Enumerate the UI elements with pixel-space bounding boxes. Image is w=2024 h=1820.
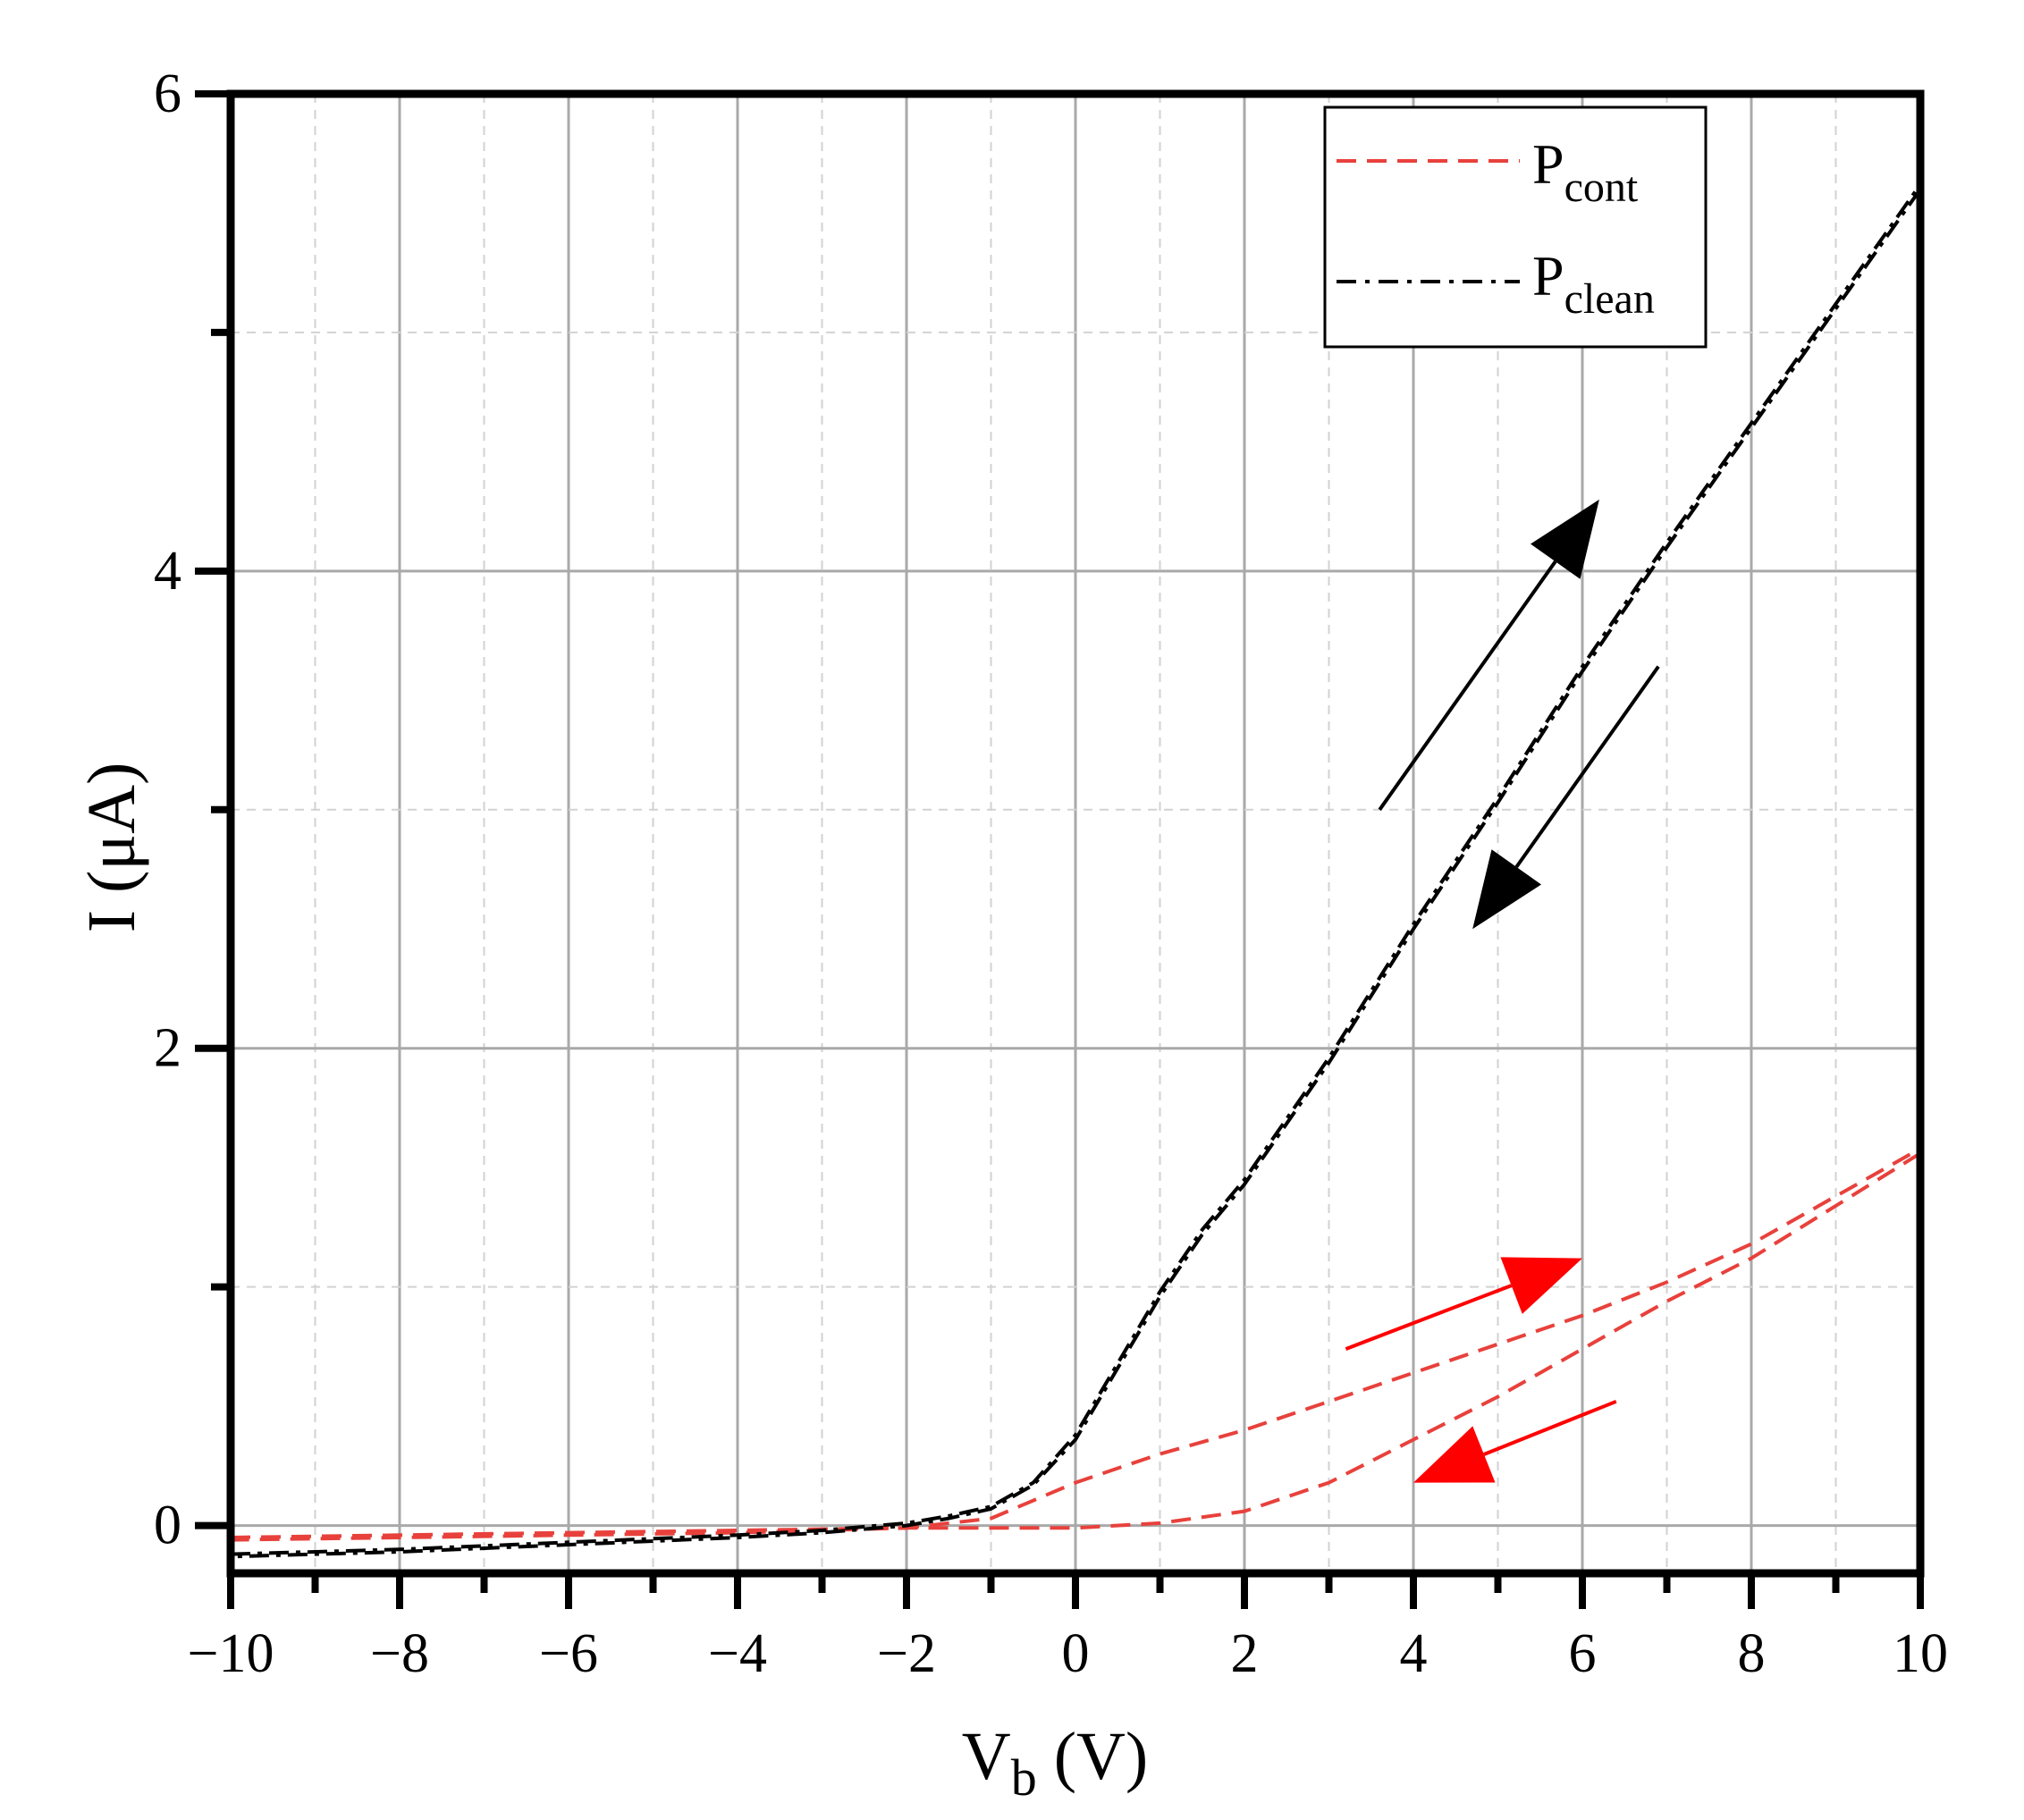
arrow-shaft-3 <box>1483 1399 1617 1456</box>
x-tick-label: −8 <box>370 1623 429 1684</box>
x-tick-label: 10 <box>1893 1623 1948 1684</box>
arrow-head-1 <box>1472 849 1542 930</box>
x-tick-label: −4 <box>708 1623 767 1684</box>
series-line-2 <box>230 183 1922 1556</box>
arrow-head-3 <box>1413 1426 1496 1483</box>
x-tick-label: −2 <box>877 1623 936 1684</box>
x-tick-label: 6 <box>1569 1623 1597 1684</box>
y-tick-label: 4 <box>154 541 181 602</box>
x-tick-label: −10 <box>188 1623 274 1684</box>
x-tick-label: 0 <box>1062 1623 1090 1684</box>
arrow-shaft-2 <box>1345 1284 1513 1351</box>
y-tick-label: 0 <box>154 1496 181 1556</box>
legend: Pcont Pclean <box>1323 105 1708 349</box>
series-line-3 <box>230 188 1922 1559</box>
x-tick-label: −6 <box>539 1623 598 1684</box>
legend-label-pcont: Pcont <box>1532 132 1639 211</box>
arrow-head-0 <box>1531 499 1599 579</box>
direction-arrows <box>1345 499 1660 1483</box>
y-axis-title: I (μA) <box>74 763 149 933</box>
arrow-shaft-0 <box>1378 560 1557 811</box>
data-series <box>230 183 1922 1559</box>
legend-box <box>1323 105 1708 349</box>
y-tick-label: 6 <box>154 63 181 124</box>
x-tick-label: 8 <box>1738 1623 1766 1684</box>
legend-label-pclean: Pclean <box>1532 244 1655 323</box>
arrow-head-2 <box>1500 1257 1582 1314</box>
x-tick-label: 4 <box>1400 1623 1428 1684</box>
series-line-0 <box>230 1147 1921 1539</box>
axes <box>195 89 1925 1609</box>
tick-labels: −10 −8 −6 −4 −2 0 2 4 6 8 10 0 2 4 6 <box>154 63 1948 1684</box>
y-tick-label: 2 <box>154 1018 181 1079</box>
arrow-shaft-1 <box>1514 665 1660 869</box>
series-line-1 <box>230 1151 1922 1542</box>
x-axis-title: Vb (V) <box>962 1719 1148 1807</box>
x-tick-label: 2 <box>1231 1623 1259 1684</box>
grid <box>231 94 1920 1573</box>
